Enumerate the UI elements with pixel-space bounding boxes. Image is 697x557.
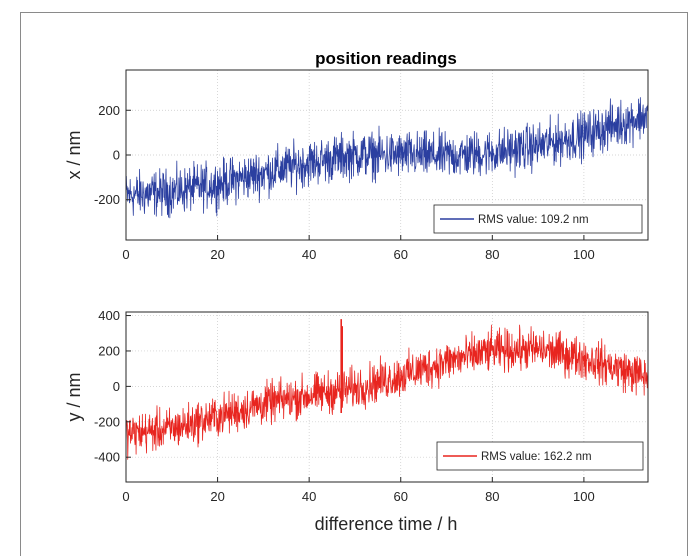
x-tick-label: 20	[210, 247, 224, 262]
x-tick-label: 40	[302, 489, 316, 504]
y-tick-label: 200	[98, 343, 120, 358]
x-panel-ticks: 0 20 40 60 80 100 -200 0 200	[94, 103, 595, 262]
y-panel-ticks: 0 20 40 60 80 100 -400 -200 0 200 400	[94, 308, 595, 504]
chart-title: position readings	[315, 49, 457, 68]
x-tick-label: 0	[122, 247, 129, 262]
x-tick-label: 0	[122, 489, 129, 504]
x-tick-label: 60	[394, 489, 408, 504]
y-tick-label: -200	[94, 192, 120, 207]
y-panel-ylabel: y / nm	[64, 372, 84, 421]
y-tick-label: -400	[94, 450, 120, 465]
y-tick-label: 200	[98, 103, 120, 118]
y-tick-label: 0	[113, 379, 120, 394]
x-tick-label: 80	[485, 247, 499, 262]
x-position-panel: 0 20 40 60 80 100 -200 0 200 x / nm RMS value: 1…	[64, 69, 649, 262]
y-tick-label: 0	[113, 148, 120, 163]
y-position-panel: 0 20 40 60 80 100 -400 -200 0 200 400 y / nm diffe…	[64, 308, 649, 534]
x-tick-label: 60	[394, 247, 408, 262]
y-series-line	[125, 319, 649, 460]
x-tick-label: 80	[485, 489, 499, 504]
x-tick-label: 20	[210, 489, 224, 504]
x-legend-label: RMS value: 109.2 nm	[478, 214, 589, 226]
x-tick-label: 100	[573, 489, 595, 504]
x-legend: RMS value: 109.2 nm	[433, 204, 643, 234]
series-path	[125, 324, 649, 460]
y-tick-label: 400	[98, 308, 120, 323]
y-tick-label: -200	[94, 414, 120, 429]
x-tick-label: 40	[302, 247, 316, 262]
series-path	[125, 97, 649, 219]
x-series-line	[125, 97, 649, 219]
y-legend: RMS value: 162.2 nm	[436, 441, 644, 471]
x-panel-ylabel: x / nm	[64, 130, 84, 179]
y-plot-border	[125, 311, 649, 483]
x-tick-label: 100	[573, 247, 595, 262]
x-axis-label: difference time / h	[315, 514, 458, 534]
y-legend-label: RMS value: 162.2 nm	[481, 451, 592, 463]
